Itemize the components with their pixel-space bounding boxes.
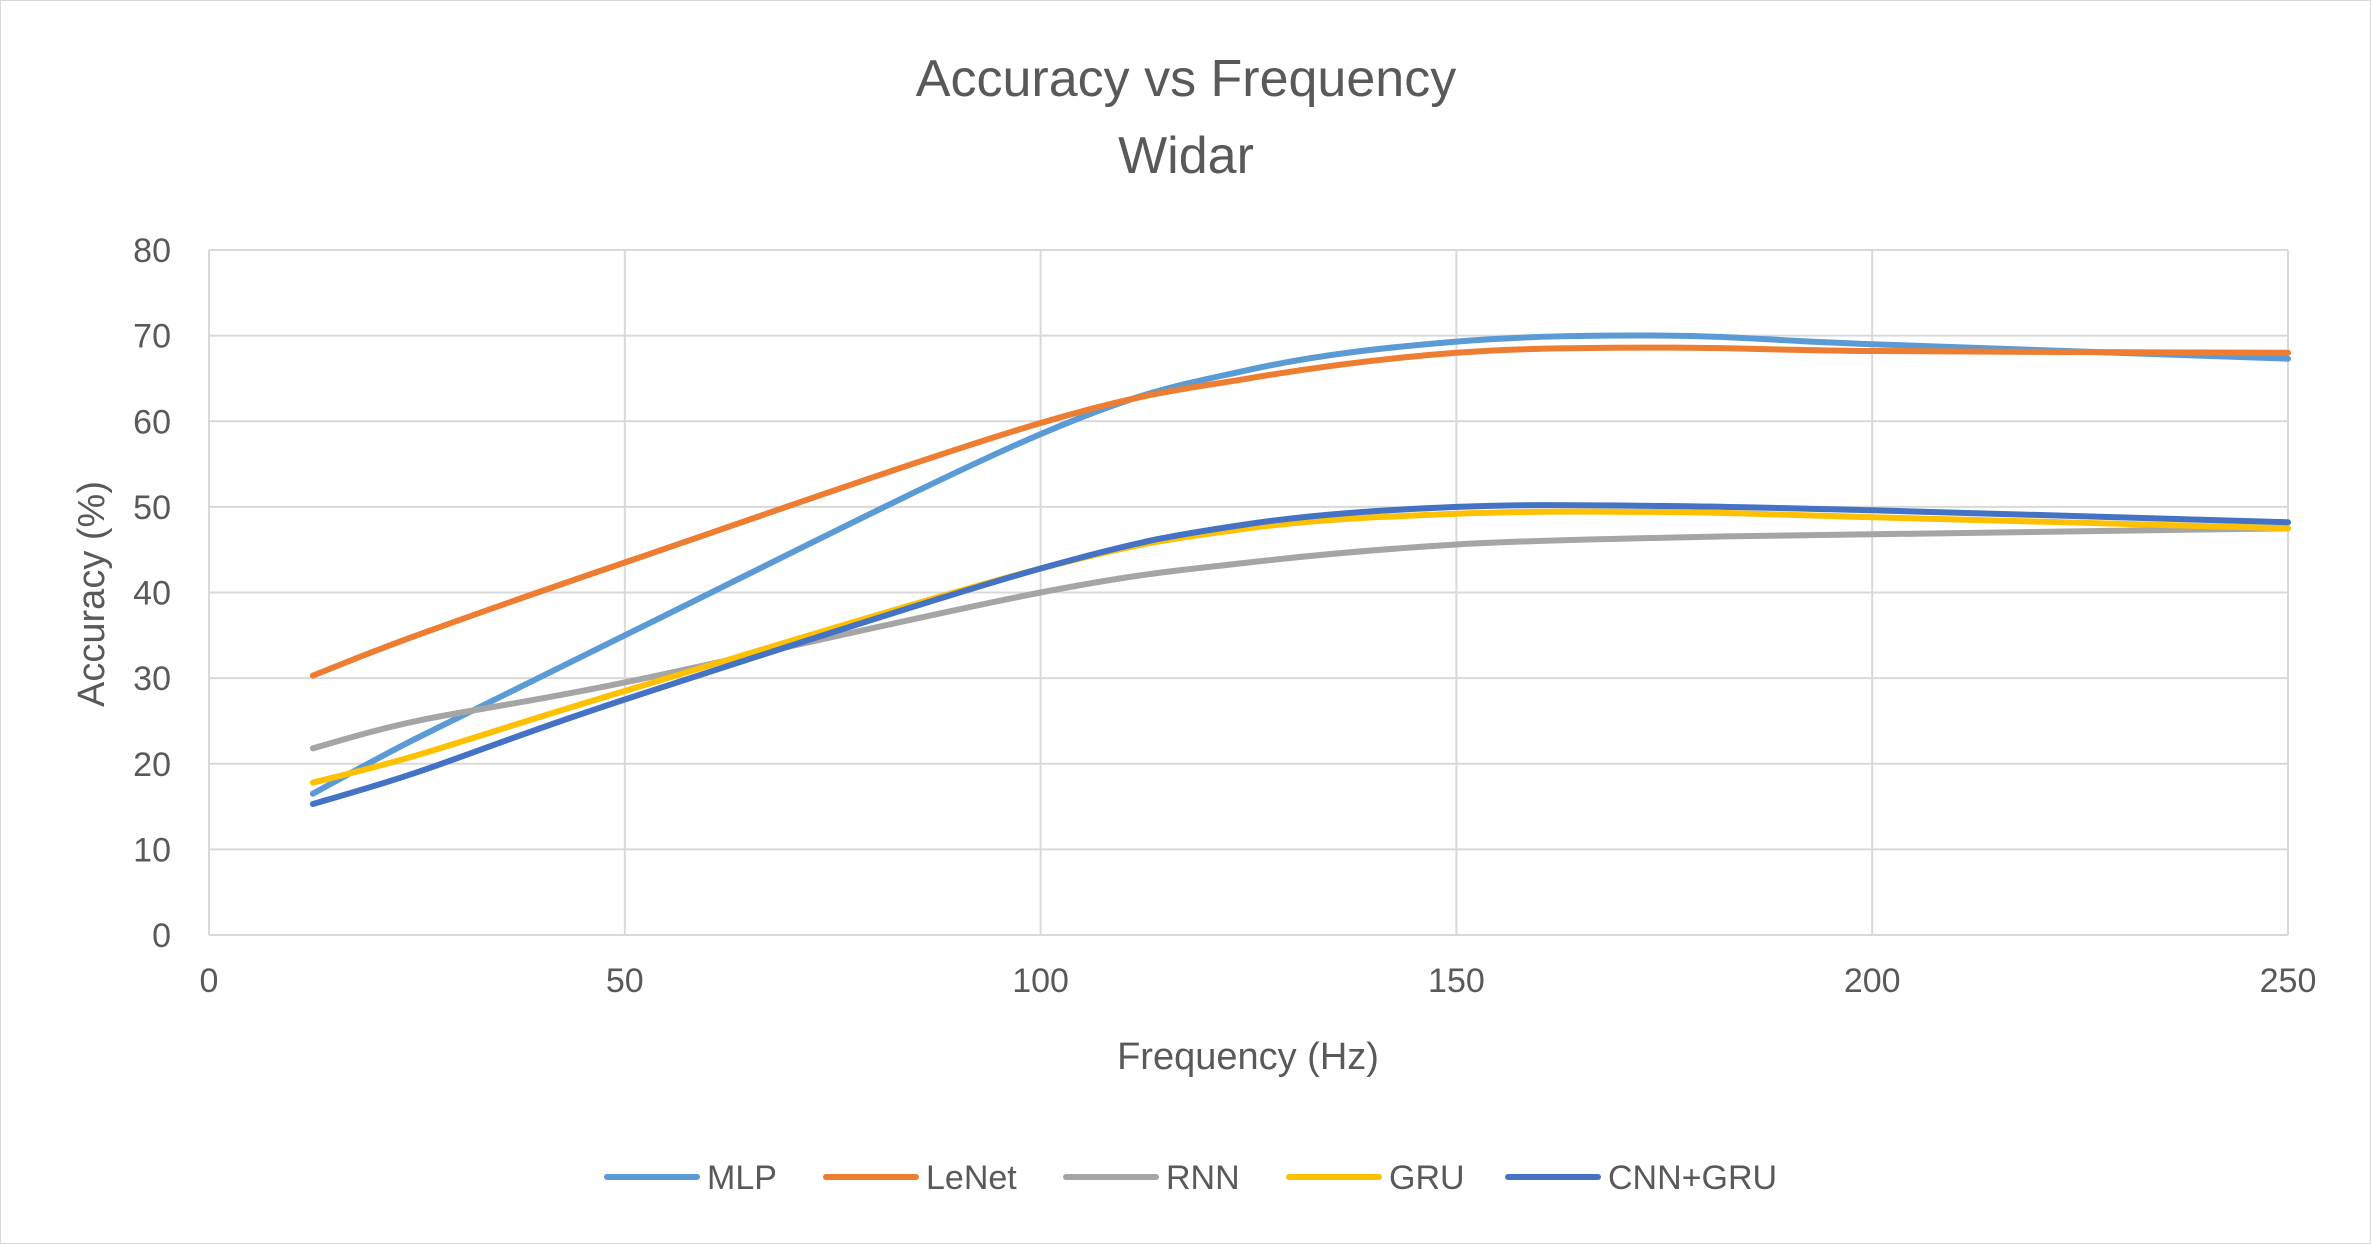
legend: MLP LeNet RNN GRU CNN+GRU [604,1159,1777,1197]
y-axis-ticks: 0 10 20 30 40 50 60 70 80 [133,232,171,955]
legend-item-lenet: LeNet [823,1159,1017,1197]
x-tick-label: 200 [1844,962,1901,1000]
x-axis-ticks: 0 50 100 150 200 250 [200,962,2317,1000]
series-lines [309,332,2291,807]
legend-label: LeNet [926,1159,1017,1197]
x-tick-label: 0 [200,962,219,1000]
x-tick-label: 150 [1428,962,1485,1000]
gridlines [208,249,2289,936]
legend-item-mlp: MLP [604,1159,777,1197]
legend-label: MLP [707,1159,777,1197]
x-tick-label: 100 [1012,962,1069,1000]
y-tick-label: 80 [133,232,171,270]
y-tick-label: 10 [133,831,171,869]
y-tick-label: 70 [133,318,171,356]
legend-item-cnn-gru: CNN+GRU [1505,1159,1777,1197]
y-tick-label: 0 [152,917,171,955]
series-line-lenet [309,344,2291,679]
y-tick-label: 60 [133,403,171,441]
y-axis-title: Accuracy (%) [71,481,113,707]
legend-label: CNN+GRU [1608,1159,1777,1197]
x-tick-label: 250 [2260,962,2317,1000]
y-tick-label: 50 [133,489,171,527]
x-axis-title: Frequency (Hz) [1117,1036,1379,1078]
series-line-cnn-gru [309,502,2291,807]
y-tick-label: 20 [133,746,171,784]
legend-label: GRU [1389,1159,1465,1197]
series-line-mlp [309,332,2291,797]
series-line-gru [309,508,2291,786]
y-tick-label: 40 [133,575,171,613]
chart-title: Accuracy vs Frequency [916,50,1456,108]
chart-subtitle: Widar [1118,127,1254,185]
series-line-rnn [309,525,2291,752]
legend-label: RNN [1166,1159,1240,1197]
legend-item-gru: GRU [1286,1159,1465,1197]
y-tick-label: 30 [133,660,171,698]
legend-item-rnn: RNN [1063,1159,1240,1197]
x-tick-label: 50 [606,962,644,1000]
